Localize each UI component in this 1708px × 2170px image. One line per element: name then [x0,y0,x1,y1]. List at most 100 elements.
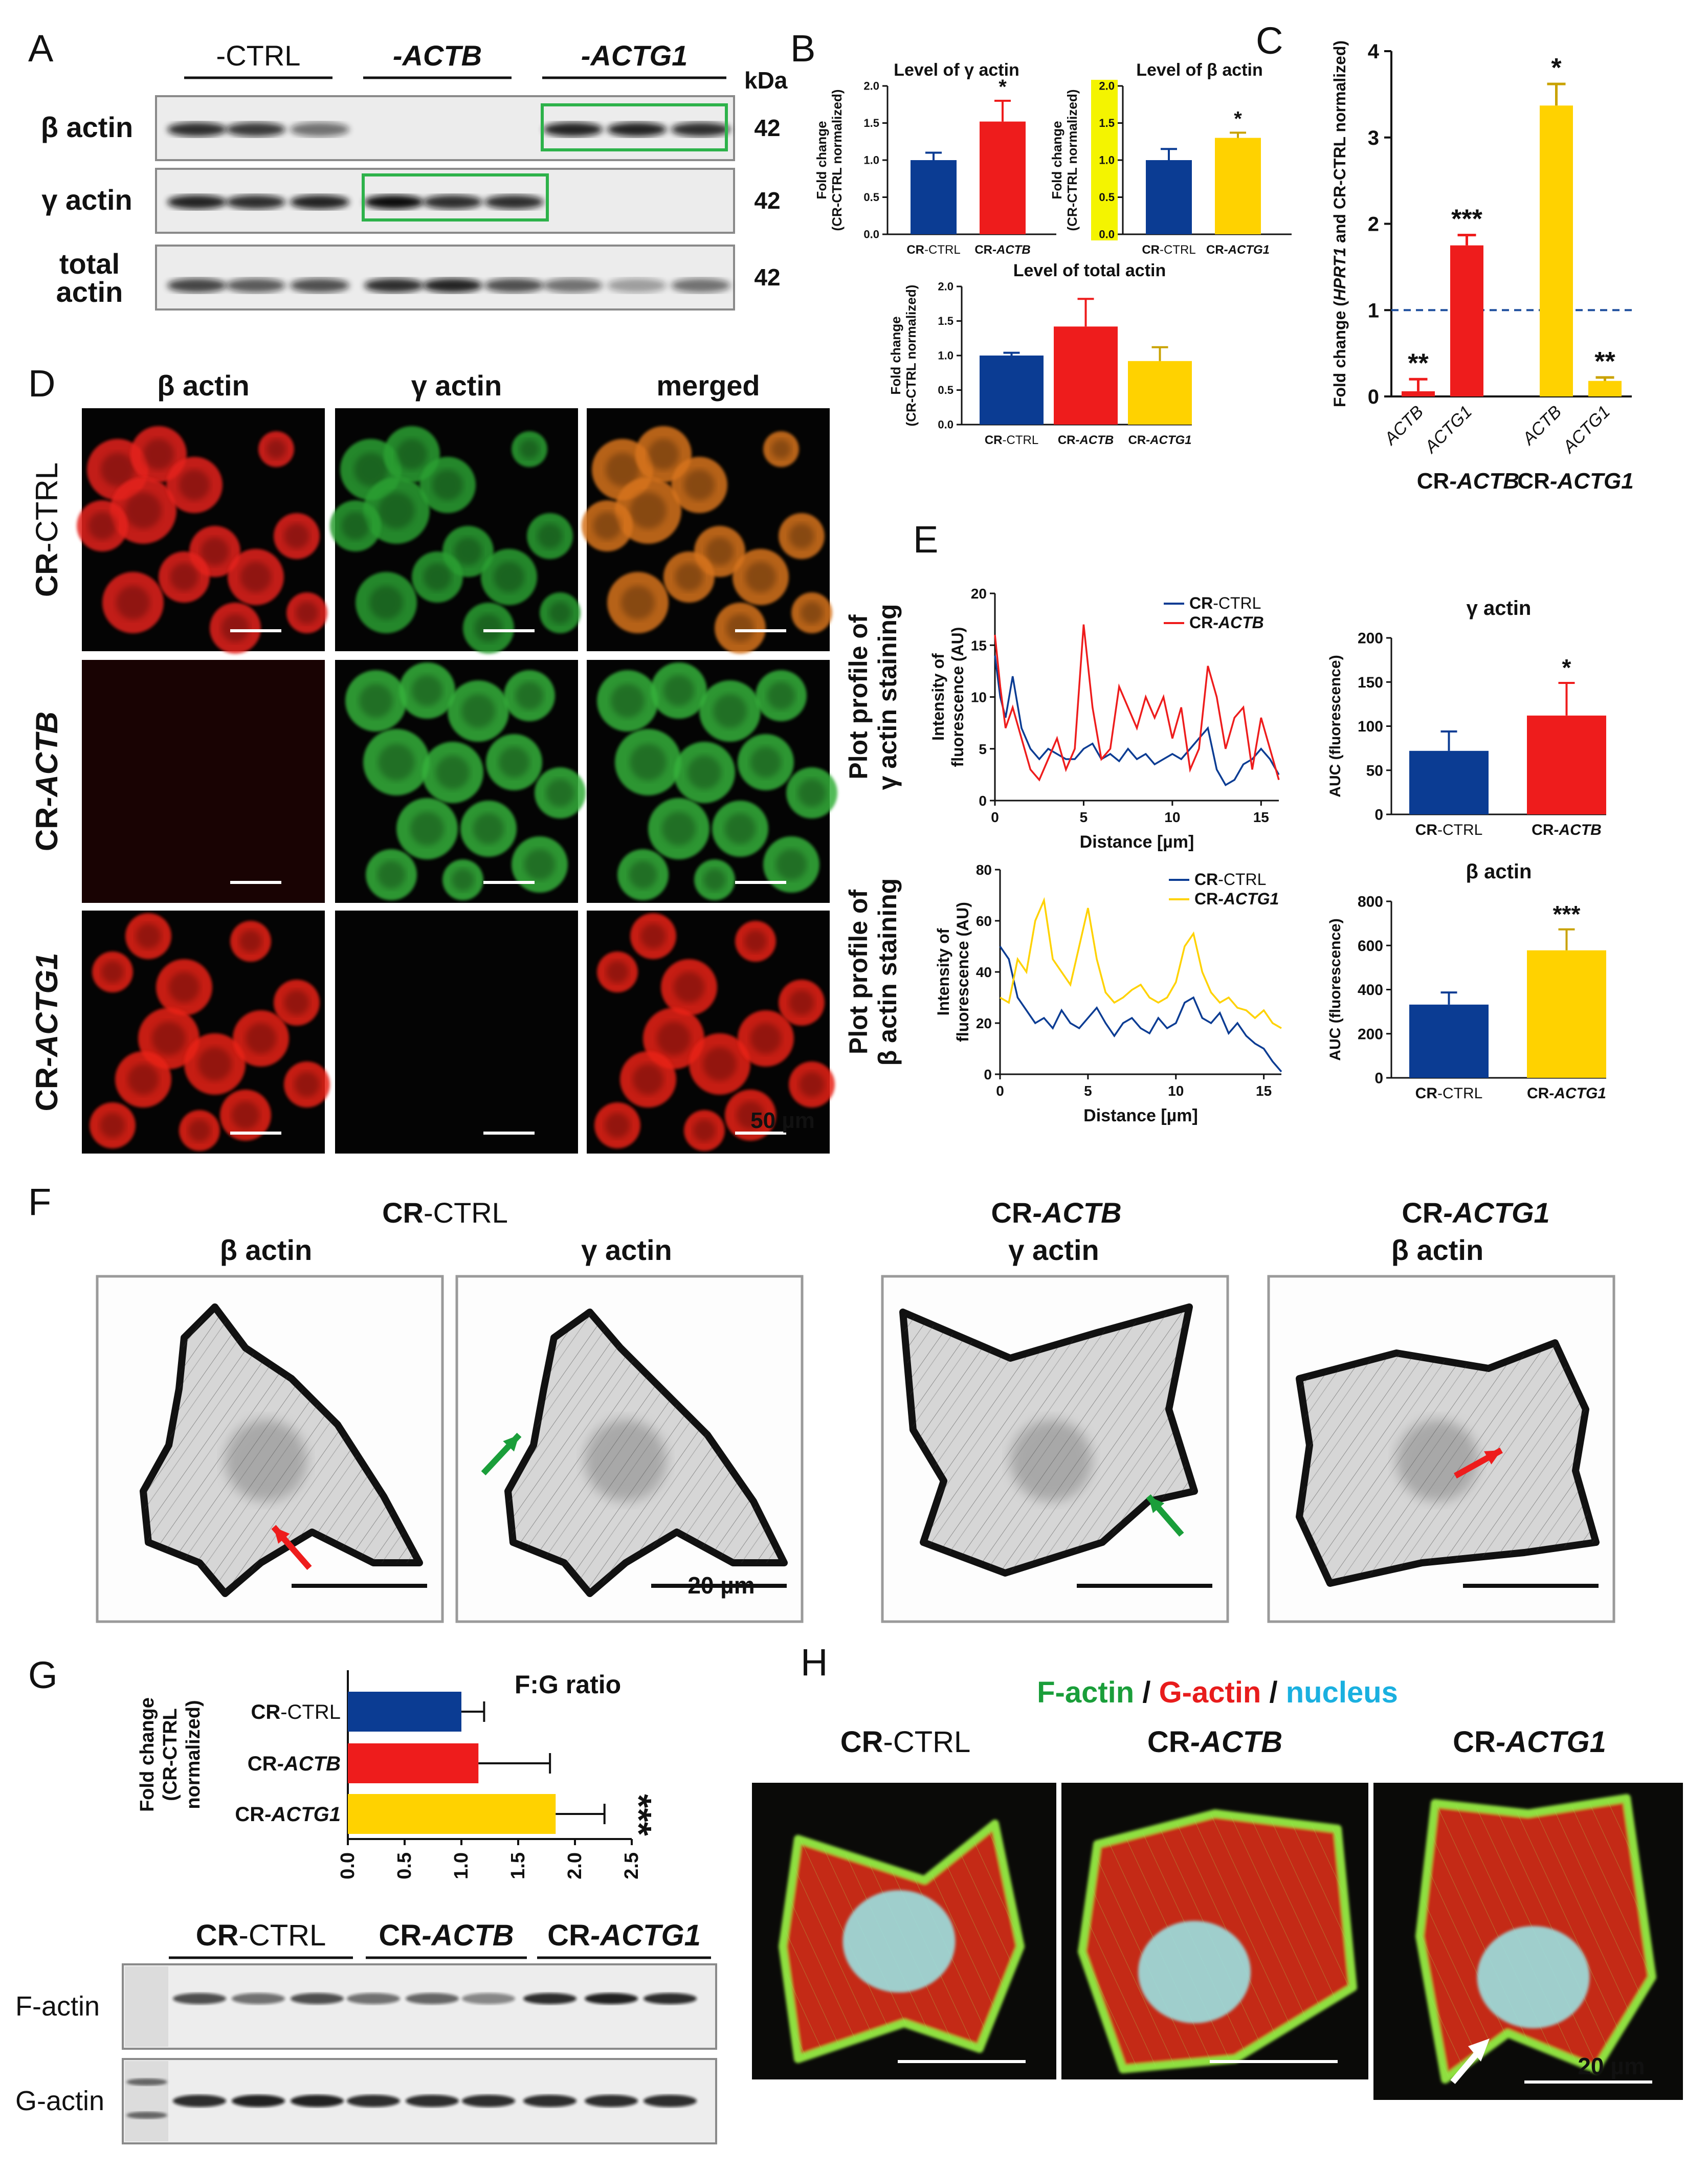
label-suffix: -ACTG1 [30,953,64,1067]
y-axis-label: Intensity of [929,653,947,741]
cell-center [461,694,495,728]
label-prefix: CR [382,1197,424,1229]
cell-center [201,537,229,566]
label-prefix: CR [251,1701,280,1723]
label-prefix: CR [196,1919,239,1952]
x-tick-label: 10 [1164,809,1180,825]
label-suffix: -ACTG1 [1218,890,1279,908]
cell-center [473,813,504,845]
legend-label: CR-CTRL [1189,594,1261,612]
x-tick-label: 15 [1256,1083,1272,1099]
x-category-label: CR-ACTG1 [1527,1085,1606,1102]
blot-band [290,278,349,293]
row-title: β actin staining [873,878,902,1066]
perinuclear-region [1396,1420,1478,1501]
cell-cluster [597,662,837,900]
cell-center [188,1119,211,1142]
y-tick-label: 2 [1368,213,1379,236]
label-suffix: -CTRL [1160,243,1196,257]
cell-center [88,512,117,540]
x-category-label: CR-ACTB [974,243,1030,257]
blot-kda-value: 42 [754,115,780,141]
x-tick-label: 2.5 [621,1852,642,1879]
label-prefix: CR [1194,870,1218,889]
y-axis-label: Fold change [137,1697,158,1812]
cell-cluster [90,913,330,1151]
y-tick-label: 100 [1358,718,1383,735]
highlight-box [541,103,728,151]
y-tick-label: 200 [1358,630,1383,647]
y-label-part: and CR-CTRL normalized) [1330,40,1349,248]
blot-strip [122,1963,717,2050]
blot-group-label: CR-CTRL [196,1919,326,1952]
y-tick-label: 10 [971,690,987,705]
label-prefix: CR [1128,433,1146,447]
y-axis-label: Intensity of [934,928,952,1015]
series-line [994,655,1280,786]
blot-band [290,195,349,209]
y-tick-label: 2.0 [863,80,879,93]
cell-center [432,469,463,501]
group-header: CR-ACTG1 [1453,1725,1606,1759]
cell-cluster [582,426,832,654]
group-header: CR-ACTB [1147,1725,1282,1759]
y-axis-label: fluorescence (AU) [948,627,967,767]
cell-center [369,586,403,619]
blot-band [406,1993,459,2004]
cell-center [629,860,657,889]
y-tick-label: 5 [979,741,987,757]
blot-strip [155,245,735,311]
perinuclear-region [1010,1420,1092,1501]
label-prefix: CR [248,1753,277,1775]
label-suffix: -CTRL [239,1919,326,1952]
cell-center [630,744,667,781]
blot-band [291,1993,344,2004]
column-header: β actin [157,369,249,402]
chart-title: Level of total actin [1013,261,1166,280]
ladder-lane [125,1966,168,2047]
bar [1450,245,1483,396]
label-suffix: -ACTG1 [590,1919,701,1952]
cell-center [168,971,200,1003]
label-suffix: -CTRL [924,243,961,257]
cell-center [546,779,574,807]
cell-center [687,756,721,789]
panel-a-western-blot: -CTRL -ACTB -ACTG1 kDa β actin 42 γ actin 42 t… [41,39,788,311]
y-axis-label: (CR-CTRL [160,1708,181,1801]
x-category-label: ACTG1 [1421,402,1476,457]
nucleus [1138,1921,1251,2023]
y-axis-label: (CR-CTRL normalized) [1064,90,1080,231]
blot-band [167,278,227,293]
label-suffix: -CTRL [280,1701,341,1723]
cell-center [673,971,705,1003]
blot-group-label: -ACTB [393,39,482,72]
bar [1588,381,1622,396]
blot-band [232,2095,285,2107]
label-prefix: CR [840,1725,883,1759]
cell-center [452,869,474,891]
label-prefix: CR [1189,594,1213,612]
cell-center [410,812,444,846]
cell-center [231,1101,260,1130]
chart-title: β actin [1466,860,1532,883]
y-axis-label: AUC (fluorescence) [1327,918,1344,1060]
cell-image [140,1303,423,1597]
x-category-label: CR-CTRL [985,433,1038,447]
highlighted-axis [1091,80,1118,240]
y-tick-label: 60 [976,913,992,929]
label-suffix: -CTRL [1213,594,1261,612]
cell-center [771,439,791,459]
label-prefix: CR [906,243,924,257]
label-prefix: CR [1194,890,1218,908]
blot-band [644,2095,697,2107]
cell-center [116,586,150,619]
blot-band [671,278,730,293]
panel-letter-b: B [790,27,815,70]
blot-band [543,278,603,293]
legend-label: CR-ACTG1 [1194,890,1279,908]
bar [348,1692,461,1732]
label-prefix: CR [985,433,1003,447]
cell-center [640,923,666,949]
label-prefix: CR [991,1197,1032,1229]
